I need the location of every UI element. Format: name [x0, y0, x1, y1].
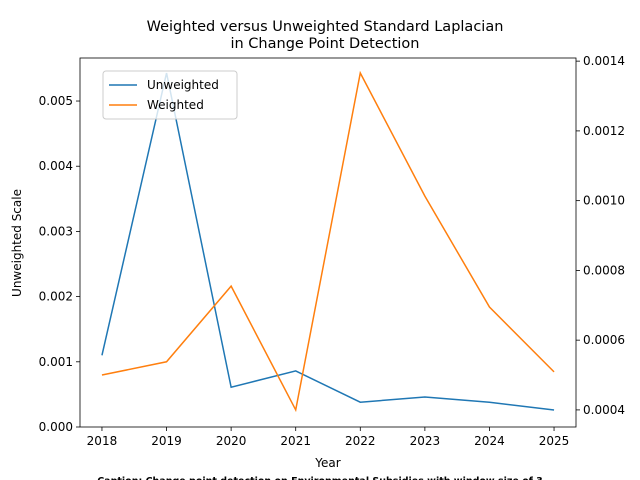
plot-frame	[79, 57, 577, 428]
y2-tick-label: 0.0006	[583, 333, 625, 347]
x-tick-label: 2020	[216, 434, 247, 448]
y2-tick-label: 0.0008	[583, 263, 625, 277]
legend-box	[102, 70, 238, 120]
y-tick-label: 0.005	[39, 94, 73, 108]
y-tick-label: 0.000	[39, 420, 73, 434]
y-tick-label: 0.001	[39, 355, 73, 369]
y-tick-label: 0.004	[39, 159, 73, 173]
series-line	[101, 72, 555, 411]
y2-tick-label: 0.0010	[583, 194, 625, 208]
y-axis-label: Unweighted Scale	[10, 189, 24, 297]
x-tick-label: 2023	[410, 434, 441, 448]
caption: Caption: Change point detection on Envir…	[97, 476, 543, 480]
x-tick-label: 2018	[87, 434, 118, 448]
x-tick-label: 2019	[151, 434, 182, 448]
y-tick-label: 0.003	[39, 224, 73, 238]
chart-title: Weighted versus Unweighted Standard Lapl…	[147, 19, 504, 52]
y2-tick-label: 0.0014	[583, 54, 625, 68]
x-tick-label: 2022	[345, 434, 376, 448]
x-tick-label: 2024	[474, 434, 505, 448]
legend-label: Weighted	[147, 98, 204, 112]
y-tick-label: 0.002	[39, 290, 73, 304]
x-tick-label: 2025	[539, 434, 570, 448]
x-axis-label: Year	[314, 456, 340, 470]
x-tick-label: 2021	[280, 434, 311, 448]
series-line	[101, 70, 555, 413]
y2-tick-label: 0.0004	[583, 403, 625, 417]
y2-tick-label: 0.0012	[583, 124, 625, 138]
legend-label: Unweighted	[147, 78, 219, 92]
